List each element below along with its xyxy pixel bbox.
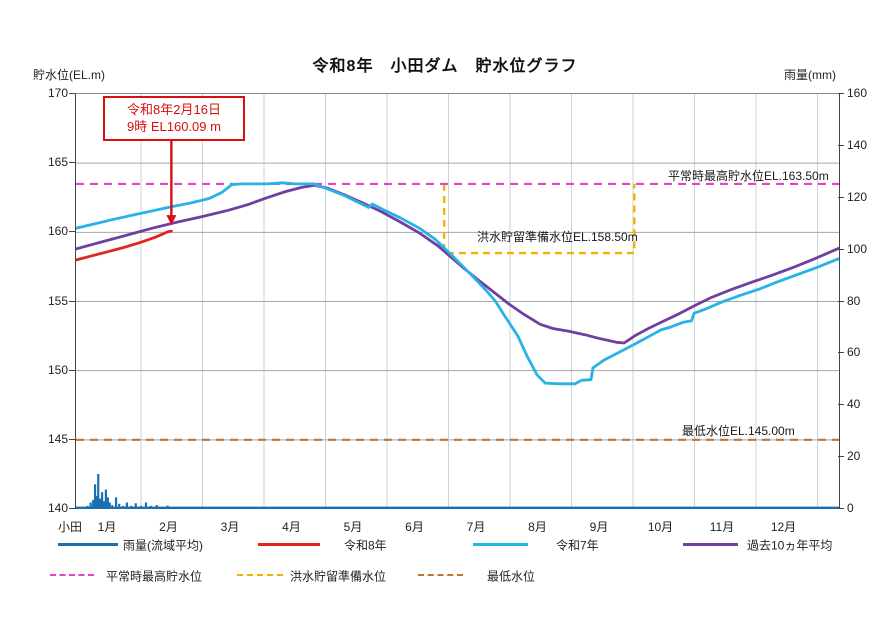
x-axis-month-label: 12月 [770,520,797,534]
left-axis-tick-mark [69,231,75,233]
left-axis-tick-mark [69,508,75,509]
right-axis-tick-mark [838,144,844,146]
rain-bar [89,502,92,509]
right-axis-tick-mark [838,93,844,94]
x-axis-month-label: 7月 [466,520,486,534]
chart-canvas [76,94,839,509]
x-axis-month-label: 1月 [97,520,117,534]
rain-bar [93,484,97,509]
left-axis-caption: 貯水位(EL.m) [33,68,106,82]
right-axis-tick-label: 120 [847,189,868,204]
rain-bar [102,501,106,509]
rain-bar [108,502,111,509]
legend-past10yr-swatch [683,543,738,546]
x-axis-month-label: 3月 [220,520,240,534]
x-axis-month-label: 2月 [159,520,178,534]
x-axis-month-label: 11月 [709,520,735,534]
flood-preparation-level-box [442,183,636,255]
right-axis-tick-label: 40 [847,397,861,412]
callout-arrow-head [166,215,177,226]
right-axis-tick-label: 20 [847,449,861,464]
rain-bar [144,502,148,509]
left-axis-tick-label: 155 [47,293,68,308]
right-axis-caption: 雨量(mm) [784,68,836,82]
legend-reiwa8-label: 令和8年 [344,538,387,552]
right-axis-tick-mark [838,248,844,250]
rain-bar [97,473,100,509]
left-axis-tick-mark [69,162,75,164]
right-axis-tick-label: 140 [847,137,868,152]
x-axis-station-label: 小田 [57,520,83,534]
legend-past10yr-label: 過去10ヵ年平均 [747,538,833,552]
chart-title: 令和8年 小田ダム 貯水位グラフ [312,58,578,75]
rain-bar [92,499,95,509]
left-axis-tick-mark [69,300,75,302]
x-axis-month-label: 9月 [589,520,609,534]
left-axis-tick-label: 145 [47,431,68,446]
right-axis-tick-label: 60 [847,345,861,360]
legend-minimum-level-label: 最低水位 [487,569,536,583]
right-axis-tick-mark [838,352,844,354]
rain-bar [118,503,121,509]
legend-normal-max-level-swatch [50,574,94,576]
normal-max-level-label: 平常時最高貯水位EL.163.50m [668,169,829,183]
right-axis-tick-label: 160 [847,86,868,100]
x-axis-month-label: 4月 [282,520,301,534]
left-axis-tick-mark [69,369,75,371]
legend-normal-max-level-label: 平常時最高貯水位 [106,569,203,583]
reiwa7-line [76,181,839,386]
legend-rainfall-label: 雨量(流域平均) [123,538,203,552]
rain-bar [104,489,107,509]
right-axis-tick-mark [838,456,844,458]
right-axis-tick-label: 0 [847,501,854,515]
right-axis-tick-mark [838,300,844,302]
legend-flood-preparation-level-label: 洪水貯留準備水位 [290,569,387,583]
legend-reiwa8-swatch [258,543,320,546]
left-axis-tick-mark [69,438,75,440]
right-axis-tick-mark [838,196,844,198]
legend-reiwa7-swatch [473,543,528,546]
left-axis-tick-label: 170 [47,86,68,100]
right-axis-tick-label: 80 [847,293,861,308]
left-axis-tick-label: 165 [47,155,68,170]
flood-preparation-level-label: 洪水貯留準備水位EL.158.50m [477,230,638,244]
rain-bar [114,497,118,509]
callout-date: 令和8年2月16日 [127,102,221,117]
legend-flood-preparation-level-swatch [237,574,283,576]
left-axis-tick-label: 140 [47,501,68,515]
legend-minimum-level-swatch [418,574,463,576]
plot-area [75,93,840,509]
left-axis-tick-label: 160 [47,224,68,239]
x-axis-month-label: 10月 [647,520,674,534]
x-axis-month-label: 6月 [405,520,424,534]
x-axis-month-label: 5月 [343,520,363,534]
rain-bar [95,496,99,509]
reiwa8-line [76,229,173,262]
left-axis-tick-mark [69,93,75,94]
rain-bar [125,502,128,509]
left-axis-tick-label: 150 [47,362,68,377]
right-axis-tick-label: 100 [847,241,868,256]
rain-bar [106,497,109,509]
right-axis-tick-mark [838,508,844,509]
right-axis-tick-mark [838,404,844,406]
callout-value: 9時 EL160.09 m [127,119,221,134]
past10yr-average-line [76,183,839,345]
legend-reiwa7-label: 令和7年 [556,538,599,552]
rain-bar [100,492,104,509]
current-level-callout: 令和8年2月16日 9時 EL160.09 m [103,96,245,141]
rain-bar [134,503,137,509]
x-axis-month-label: 8月 [528,520,547,534]
rain-bar [99,498,102,509]
legend-rainfall-swatch [58,543,118,546]
minimum-level-label: 最低水位EL.145.00m [682,424,795,438]
